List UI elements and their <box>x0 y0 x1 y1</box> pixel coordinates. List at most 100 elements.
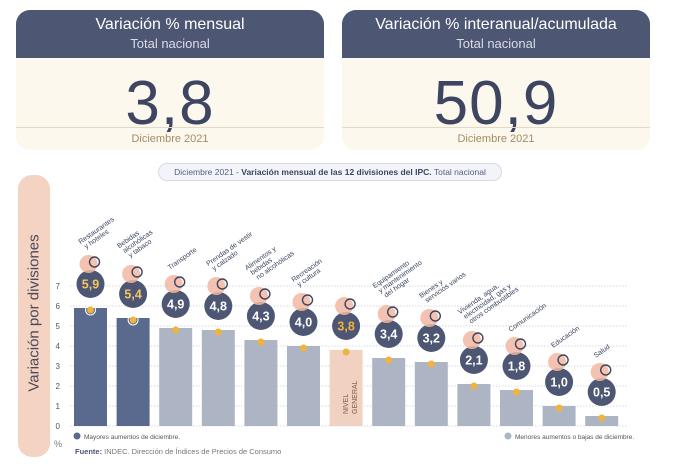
value-label: 4,3 <box>252 310 269 324</box>
source-label: Fuente: <box>75 447 103 456</box>
data-point-ring <box>127 314 139 326</box>
y-tick-label: 0 <box>56 422 61 431</box>
bar <box>457 384 491 426</box>
lightbulb-icon <box>462 331 481 349</box>
value-label: 3,2 <box>423 332 440 346</box>
restaurant-icon-outline <box>88 256 101 268</box>
household-icon-outline <box>387 306 399 318</box>
y-tick-label: 6 <box>56 302 61 311</box>
bar <box>287 346 320 426</box>
car-icon-outline <box>173 276 186 288</box>
lightbulb-icon-outline <box>472 332 484 344</box>
y-tick-label: 5 <box>56 322 61 331</box>
y-tick-label: 4 <box>56 342 61 351</box>
data-point <box>342 348 350 356</box>
bar <box>201 330 235 426</box>
data-point <box>470 382 478 390</box>
legend-low-marker <box>504 432 512 440</box>
card-footer: Diciembre 2021 <box>16 127 324 150</box>
yearly-variation-card: Variación % interanual/acumulada Total n… <box>342 10 650 150</box>
value-label: 3,8 <box>337 320 354 334</box>
food-icon <box>249 287 268 305</box>
value-badge <box>502 352 531 380</box>
wine-bottle-icon-outline <box>131 266 143 278</box>
data-point <box>598 414 606 422</box>
card-footer: Diciembre 2021 <box>342 127 650 150</box>
scissors-icon <box>420 309 439 327</box>
value-label: 1,0 <box>550 376 567 390</box>
y-tick-label: 2 <box>56 382 61 391</box>
category-label: Bebidasalcohólicasy tabaco <box>116 223 158 261</box>
value-badge <box>161 290 190 318</box>
basket-icon <box>335 297 354 315</box>
bar <box>244 340 278 426</box>
value-label: 2,1 <box>465 354 482 368</box>
y-axis-band <box>18 175 50 457</box>
medical-cross-icon <box>590 363 609 381</box>
category-label-line: Comunicación <box>508 302 548 333</box>
scissors-icon-outline <box>429 310 441 322</box>
restaurant-icon <box>79 255 98 273</box>
bar <box>500 390 533 426</box>
category-label: Bienes yservicios varios <box>418 265 467 305</box>
graduation-cap-icon-outline <box>557 354 569 366</box>
category-label-line: NIVEL <box>343 394 350 414</box>
value-badge <box>545 368 574 396</box>
category-label: NIVEL GENERAL <box>343 380 359 414</box>
value-label: 3,4 <box>380 328 397 342</box>
clothing-icon-outline <box>216 278 229 290</box>
legend-high-text: Mayores aumentos de diciembre. <box>84 434 180 441</box>
card-header: Variación % mensual Total nacional <box>16 10 324 58</box>
chart-title-bold: Variación mensual de las 12 divisiones d… <box>241 167 432 177</box>
bar <box>329 350 363 426</box>
medical-cross-icon-outline <box>600 364 612 376</box>
data-point <box>427 360 435 368</box>
food-icon-outline <box>259 288 271 300</box>
value-label: 4,0 <box>295 316 312 330</box>
value-label: 0,5 <box>593 386 610 400</box>
value-badge <box>374 320 403 348</box>
data-point <box>87 306 94 314</box>
bar <box>116 318 150 426</box>
chart-title: Diciembre 2021 - Variación mensual de la… <box>158 163 502 181</box>
value-label: 1,8 <box>508 360 525 374</box>
y-unit-label: % <box>54 439 62 449</box>
chart-title-prefix: Diciembre 2021 - <box>174 167 242 177</box>
bar <box>74 308 107 426</box>
card-title: Variación % mensual <box>95 16 245 33</box>
value-badge <box>417 324 446 352</box>
category-label: Comunicación <box>508 302 548 333</box>
source-text: INDEC. Dirección de Índices de Precios d… <box>102 447 282 456</box>
data-point <box>555 404 563 412</box>
category-label: Recreacióny cultura <box>291 258 328 290</box>
basket-icon-outline <box>344 298 356 310</box>
category-label: Transporte <box>167 247 199 272</box>
value-label: 4,9 <box>167 298 184 312</box>
bar <box>159 328 193 426</box>
data-point <box>172 326 180 334</box>
value-badge <box>119 280 148 308</box>
value-badge <box>587 378 616 406</box>
value-label: 5,4 <box>124 288 141 302</box>
chart-title-suffix: Total nacional <box>431 167 486 177</box>
card-subtitle: Total nacional <box>456 36 536 51</box>
card-header: Variación % interanual/acumulada Total n… <box>342 10 650 58</box>
value-label: 4,8 <box>210 300 227 314</box>
beach-icon-outline <box>301 294 314 306</box>
category-label: Restaurantesy hoteles <box>78 216 121 252</box>
card-value: 3,8 <box>125 69 215 138</box>
value-badge <box>289 308 318 336</box>
value-badge <box>332 312 361 340</box>
value-label: 5,9 <box>82 278 99 292</box>
legend-high-marker <box>73 432 81 440</box>
category-label-line: Transporte <box>167 247 199 272</box>
source-note: Fuente: INDEC. Dirección de Índices de P… <box>75 447 281 456</box>
phone-icon <box>505 337 524 355</box>
data-point <box>385 356 393 364</box>
graduation-cap-icon <box>548 353 567 371</box>
bar <box>372 358 406 426</box>
category-label: Alimentos ybebidasno alcohólicas <box>244 238 296 283</box>
data-point <box>513 388 520 396</box>
card-subtitle: Total nacional <box>130 36 210 51</box>
